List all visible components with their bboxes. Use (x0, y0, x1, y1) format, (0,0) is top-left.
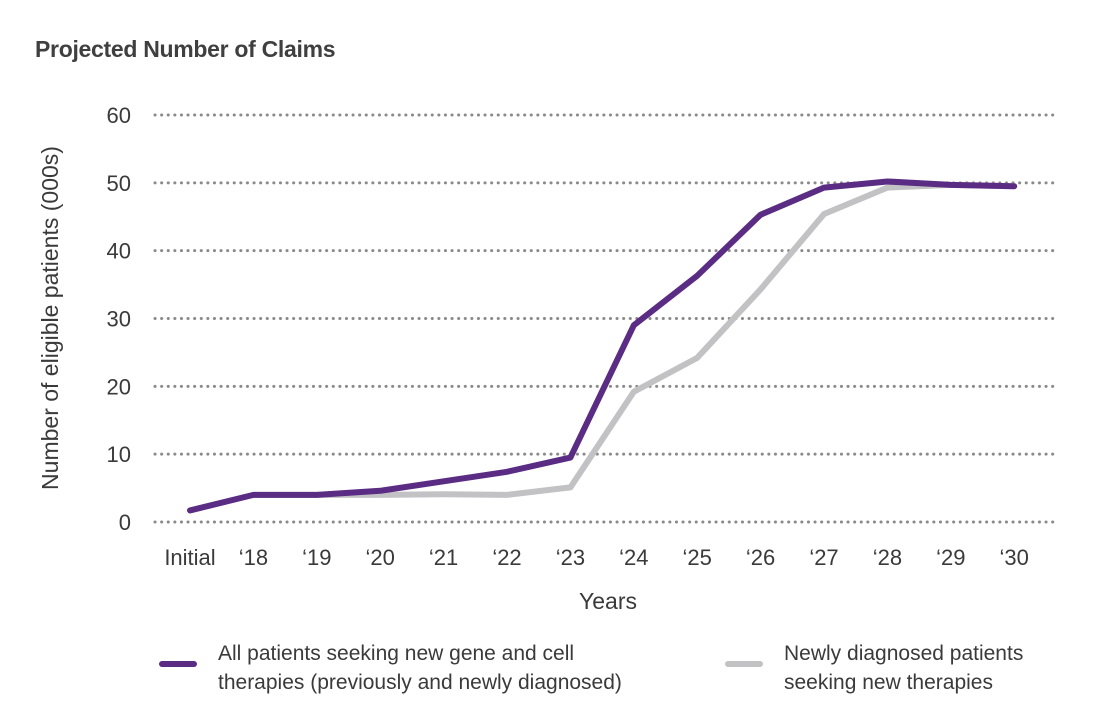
x-tick-label: ‘25 (683, 545, 712, 570)
legend-label-1: All patients seeking new gene and cell (218, 642, 574, 665)
x-tick-label: ‘24 (619, 545, 648, 570)
x-tick-labels: Initial ‘18 ‘19 ‘20 ‘21 ‘22 ‘23 ‘24 ‘25 ‘26 ‘27 ‘28… (164, 545, 1029, 570)
x-tick-label: ‘27 (809, 545, 838, 570)
y-tick-label: 40 (107, 239, 131, 264)
x-tick-label: ‘30 (1000, 545, 1029, 570)
y-tick-label: 20 (107, 374, 131, 399)
y-tick-label: 0 (119, 510, 131, 535)
x-tick-label: Initial (164, 545, 215, 570)
chart-title: Projected Number of Claims (35, 36, 336, 62)
x-tick-label: ‘18 (239, 545, 268, 570)
x-axis-label: Years (579, 588, 637, 614)
legend-label-1: therapies (previously and newly diagnose… (218, 671, 622, 694)
y-tick-labels: 0 10 20 30 40 50 60 (107, 103, 131, 535)
y-tick-label: 60 (107, 103, 131, 128)
y-tick-label: 30 (107, 307, 131, 332)
series-line-2 (250, 181, 1018, 498)
x-tick-label: ‘29 (936, 545, 965, 570)
x-tick-label: ‘20 (366, 545, 395, 570)
legend-label-2: seeking new therapies (784, 671, 993, 694)
y-tick-label: 10 (107, 442, 131, 467)
x-tick-label: ‘22 (492, 545, 521, 570)
legend-label-2: Newly diagnosed patients (784, 642, 1023, 665)
gridlines (153, 113, 1058, 524)
x-tick-label: ‘19 (302, 545, 331, 570)
x-tick-label: ‘23 (556, 545, 585, 570)
y-tick-label: 50 (107, 171, 131, 196)
legend: All patients seeking new gene and cell th… (159, 642, 1023, 694)
series-lines (187, 178, 1018, 514)
x-tick-label: ‘28 (873, 545, 902, 570)
x-tick-label: ‘21 (429, 545, 458, 570)
series-line-1 (187, 178, 1018, 514)
y-axis-label: Number of eligible patients (000s) (37, 146, 63, 490)
x-tick-label: ‘26 (746, 545, 775, 570)
